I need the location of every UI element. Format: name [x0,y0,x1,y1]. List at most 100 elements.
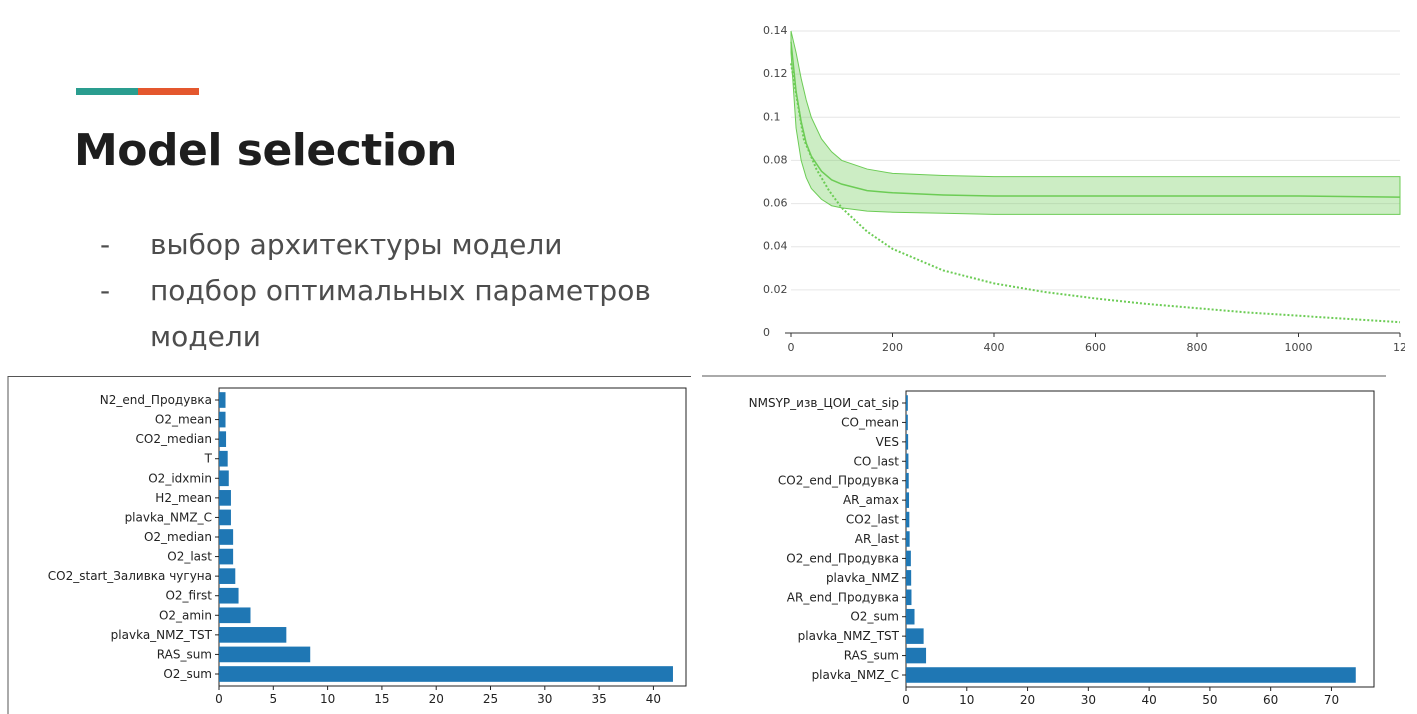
bar [906,492,910,508]
y-tick-label: 0.06 [763,197,788,210]
y-tick-label: 0.04 [763,240,788,253]
feature-importance-chart-left: N2_end_Продувка O2_mean CO2_median T O2_idxm… [7,376,687,714]
plot-frame [905,390,1375,688]
x-tick-label: 10 [320,692,335,706]
y-tick-label: 0.08 [763,153,788,166]
slide-title: Model selection [74,125,457,176]
bar [219,587,239,604]
x-tick-label: 5 [269,692,277,706]
x-tick-label: 15 [374,692,389,706]
category-label: RAS_sum [157,647,212,661]
bar [906,511,910,528]
bar [219,411,226,428]
bullet-item: - подбор оптимальных параметров модели [100,268,710,360]
bar [219,431,227,447]
category-label: O2_sum [850,610,899,624]
category-label: O2_amin [159,608,212,622]
bullet-text: подбор оптимальных параметров модели [150,274,651,353]
x-tick-label: 20 [1020,693,1035,707]
category-label: T [204,452,213,466]
category-label: O2_mean [155,413,212,427]
category-label: CO2_end_Продувка [778,474,899,488]
bar [906,608,915,625]
x-tick-label: 1000 [1285,341,1313,354]
x-tick-label: 800 [1187,341,1208,354]
x-tick-label: 60 [1263,693,1278,707]
x-tick-label: 600 [1085,341,1106,354]
series-line-dashed [790,63,1401,324]
x-tick-label: 200 [882,341,903,354]
x-tick-label: 30 [1081,693,1096,707]
category-label: plavka_NMZ_TST [111,628,213,642]
bar [906,589,912,606]
category-label: O2_sum [163,667,212,681]
category-label: CO2_median [136,432,212,446]
x-tick-label: 400 [984,341,1005,354]
accent-teal-segment [76,88,138,95]
bar [906,667,1356,683]
title-accent-bar [76,88,199,95]
feature-importance-chart-right: NMSYP_изв_ЦОИ_cat_sip CO_mean VES CO_last CO… [702,375,1386,707]
bar [219,392,226,408]
category-label: N2_end_Продувка [100,393,212,407]
bar [906,550,911,567]
category-label: plavka_NMZ_C [125,510,212,524]
bullet-list: - выбор архитектуры модели - подбор опти… [100,222,710,360]
bar [906,395,908,411]
category-label: NMSYP_изв_ЦОИ_cat_sip [749,396,899,410]
x-tick-label: 12 [1393,341,1405,354]
category-label: CO2_start_Заливка чугуна [48,569,212,583]
y-tick-label: 0.02 [763,283,788,296]
bar [906,472,909,489]
category-label: O2_first [165,589,212,603]
bar [219,509,231,526]
category-label: O2_last [167,550,212,564]
bullet-text: выбор архитектуры модели [150,228,563,261]
category-label: CO_last [854,454,900,468]
category-label: O2_median [144,530,212,544]
bar [219,607,251,624]
category-label: CO_mean [841,415,899,429]
learning-curve-chart: 0 0.02 0.04 0.06 0.08 0.1 0.12 0.14 0 200 400 600 80… [763,24,1405,354]
bar [906,628,924,644]
x-tick-label: 70 [1324,693,1339,707]
x-tick-label: 20 [429,692,444,706]
y-tick-label: 0 [763,326,770,339]
bullet-item: - выбор архитектуры модели [100,222,710,268]
category-label: RAS_sum [844,649,899,663]
category-label: plavka_NMZ_TST [798,629,900,643]
bar [906,570,912,586]
category-label: AR_last [855,532,899,546]
category-label: plavka_NMZ [826,571,899,585]
x-tick-label: 30 [537,692,552,706]
category-label: AR_amax [843,493,899,507]
category-label: AR_end_Продувка [787,590,899,604]
category-label: O2_end_Продувка [786,551,899,565]
x-tick-label: 0 [788,341,795,354]
x-tick-label: 0 [215,692,223,706]
category-label: CO2_last [846,513,899,527]
divider-line [8,376,691,377]
bar [906,453,909,470]
plot-frame [218,387,687,687]
y-tick-label: 0.1 [763,110,781,123]
category-label: O2_idxmin [148,471,212,485]
bar [219,627,287,643]
x-tick-label: 35 [591,692,606,706]
bar [906,647,927,664]
x-tick-label: 0 [902,693,910,707]
x-tick-label: 10 [959,693,974,707]
bar [219,568,236,584]
category-label: plavka_NMZ_C [812,668,899,682]
bar [219,548,234,565]
x-tick-label: 25 [483,692,498,706]
bullet-dash: - [100,228,111,261]
bar [219,490,231,506]
bar [219,529,234,545]
x-tick-label: 40 [646,692,661,706]
category-label: VES [876,435,899,449]
y-tick-label: 0.14 [763,24,788,37]
confidence-band [790,30,1401,215]
bar [219,646,311,663]
bar [906,531,910,547]
